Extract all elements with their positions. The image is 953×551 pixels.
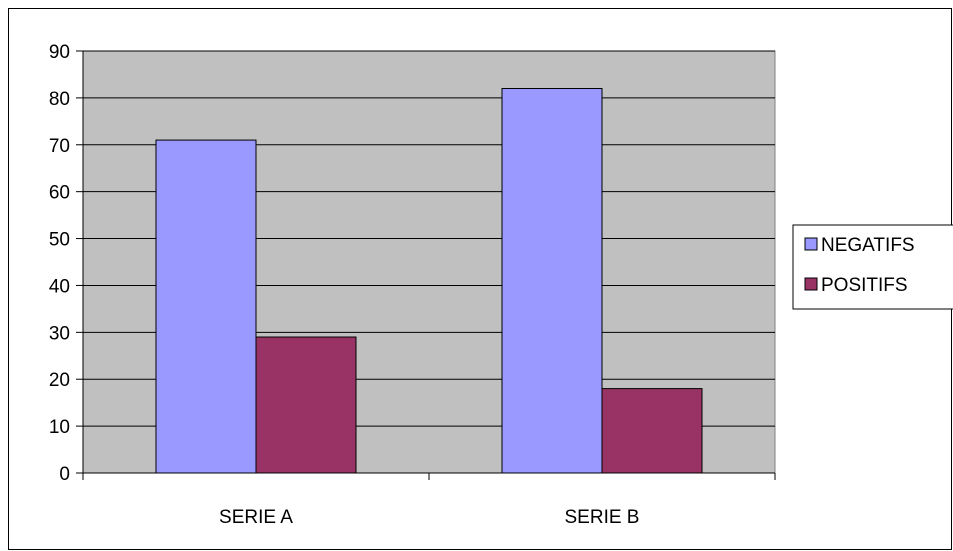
legend-label-negatifs: NEGATIFS [821,235,915,256]
x-category-label: SERIE B [565,507,640,528]
legend-swatch-negatifs [804,237,818,251]
legend-swatch-positifs [804,277,818,291]
bar-negatifs-serie-b [501,88,603,474]
legend-box [792,224,953,310]
legend: NEGATIFS POSITIFS [792,224,953,310]
x-category-label: SERIE A [219,507,293,528]
y-tick-label: 50 [49,230,70,251]
axes [82,51,776,480]
bars [155,88,703,474]
y-tick-label: 10 [49,417,70,438]
y-tick-label: 90 [49,42,70,63]
x-axis-labels: SERIE A SERIE B [219,507,639,528]
bar-positifs-serie-b [601,388,703,474]
y-tick-label: 80 [49,89,70,110]
y-tick-label: 40 [49,276,70,297]
legend-label-positifs: POSITIFS [821,275,908,296]
y-tick-label: 30 [49,323,70,344]
bar-positifs-serie-a [255,336,357,474]
y-tick-label: 60 [49,183,70,204]
y-tick-label: 0 [59,464,70,485]
y-axis-ticks: 0 10 20 30 40 50 60 70 80 90 [49,42,83,485]
y-tick-label: 20 [49,370,70,391]
y-tick-label: 70 [49,136,70,157]
bar-negatifs-serie-a [155,139,257,474]
